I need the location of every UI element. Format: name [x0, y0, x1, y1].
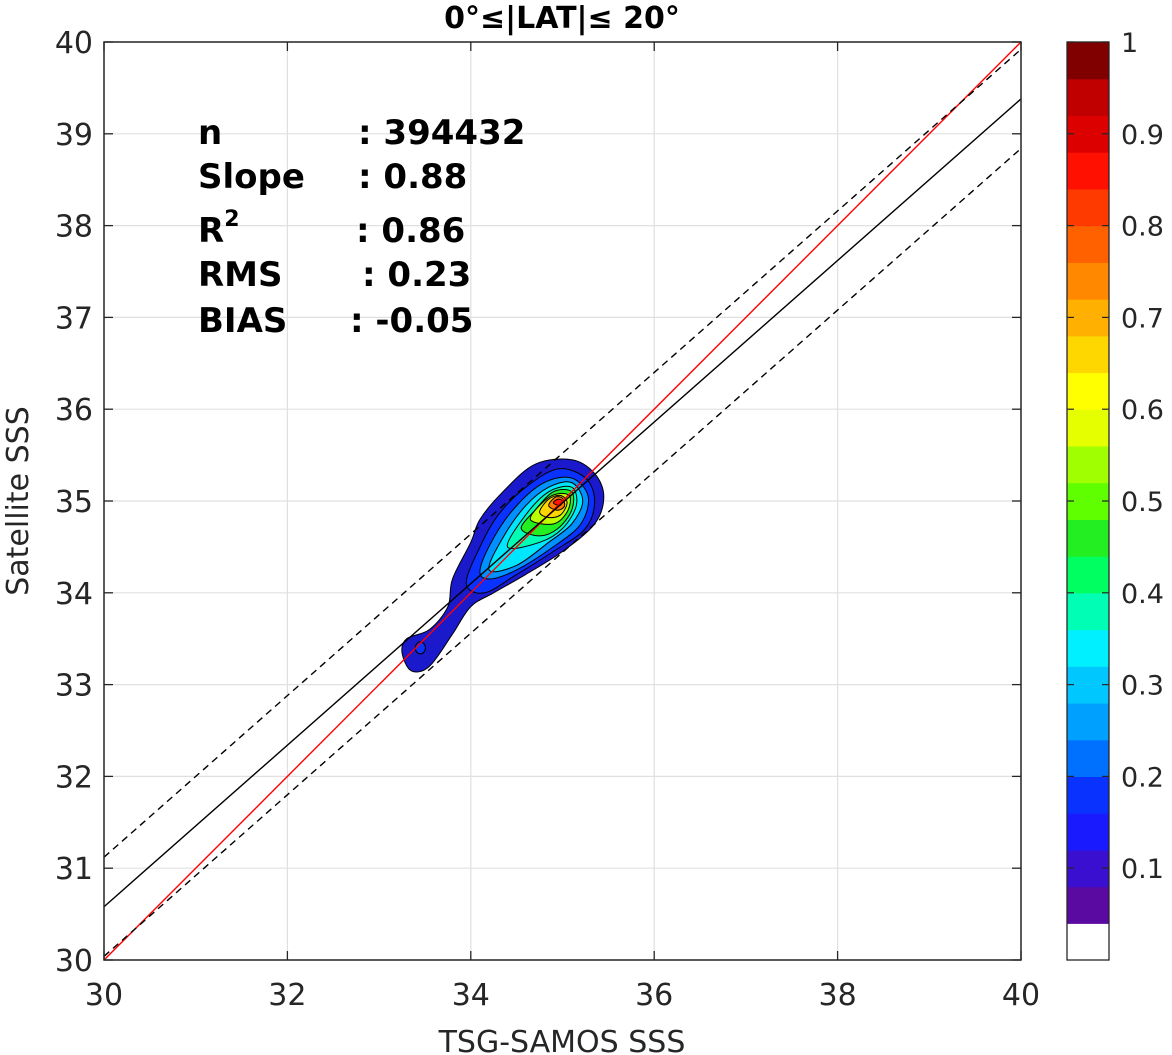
colorbar-tick-label: 0.6: [1121, 395, 1164, 426]
y-tick-label: 35: [55, 485, 93, 520]
colorbar-tick-label: 1: [1121, 28, 1138, 59]
colorbar-tick-label: 0.5: [1121, 487, 1164, 518]
colorbar-tick-label: 0.1: [1121, 854, 1164, 885]
y-tick-label: 31: [55, 852, 93, 887]
fit-lines: [103, 41, 1022, 961]
stat-value: : 0.23: [362, 255, 471, 295]
x-tick-label: 36: [635, 978, 673, 1013]
x-tick-label: 38: [819, 978, 857, 1013]
colorbar-segment: [1067, 592, 1109, 631]
stat-label: Slope: [198, 157, 305, 197]
y-axis-label: Satellite SSS: [1, 406, 36, 596]
stats-annotation: n : 394432 Slope : 0.88 R2 : 0.86 RMS : 0.23 BIA…: [198, 113, 525, 341]
y-tick-label: 30: [55, 944, 93, 979]
colorbar-tick-label: 0.7: [1121, 303, 1164, 334]
colorbar-tick-label: 0.3: [1121, 671, 1164, 702]
x-axis-label: TSG-SAMOS SSS: [438, 1025, 686, 1055]
colorbar-segment: [1067, 225, 1109, 263]
colorbar-segment: [1067, 409, 1109, 447]
y-tick-label: 33: [55, 669, 93, 704]
colorbar-segment: [1067, 813, 1109, 851]
colorbar-segment: [1067, 262, 1109, 300]
stat-value: : 0.86: [356, 211, 465, 251]
colorbar-segment: [1067, 42, 1109, 80]
y-tick-label: 39: [55, 118, 93, 153]
stat-label: R2: [198, 207, 240, 251]
stat-label: n: [198, 113, 222, 153]
colorbar-segment: [1067, 556, 1109, 594]
colorbar-segment: [1067, 886, 1109, 924]
colorbar-tick-label: 0.2: [1121, 762, 1164, 793]
y-tick-label: 38: [55, 210, 93, 245]
stat-label: BIAS: [198, 301, 287, 341]
stat-value: : -0.05: [350, 301, 473, 341]
colorbar-tick-label: 0.9: [1121, 120, 1164, 151]
colorbar-segment: [1067, 923, 1109, 961]
colorbar-segment: [1067, 372, 1109, 410]
colorbar-segment: [1067, 519, 1109, 557]
colorbar-segment: [1067, 445, 1109, 484]
1-1-line-line: [103, 41, 1022, 961]
y-axis-ticks: 30 31 32 33 34 35 36 37 38 39 40: [55, 26, 1021, 979]
chart-title: 0°≤|LAT|≤ 20°: [444, 1, 680, 36]
colorbar-segment: [1067, 78, 1109, 117]
colorbar-segment: [1067, 629, 1109, 667]
y-tick-label: 34: [55, 577, 93, 612]
y-tick-label: 32: [55, 760, 93, 795]
colorbar-segment: [1067, 188, 1109, 227]
colorbar-segment: [1067, 776, 1109, 814]
x-tick-label: 30: [85, 978, 123, 1013]
colorbar-segment: [1067, 152, 1109, 190]
stat-value: : 0.88: [358, 157, 467, 197]
colorbar-segment: [1067, 739, 1109, 777]
colorbar-tick-label: 0.4: [1121, 579, 1164, 610]
y-tick-label: 37: [55, 301, 93, 336]
stat-label: RMS: [198, 255, 283, 295]
colorbar-segment: [1067, 702, 1109, 741]
colorbar-tick-label: 0.8: [1121, 212, 1164, 243]
x-axis-ticks: 30 32 34 36 38 40: [85, 42, 1040, 1013]
colorbar: 0.1 0.2 0.3 0.4 0.5 0.6 0.7 0.8 0.9 1: [1066, 28, 1164, 961]
y-tick-label: 36: [55, 393, 93, 428]
colorbar-segment: [1067, 335, 1109, 374]
y-tick-label: 40: [55, 26, 93, 61]
x-tick-label: 34: [452, 978, 490, 1013]
x-tick-label: 32: [268, 978, 306, 1013]
regression-fit-line: [103, 98, 1022, 908]
stat-value: : 394432: [358, 113, 525, 153]
x-tick-label: 40: [1002, 978, 1040, 1013]
